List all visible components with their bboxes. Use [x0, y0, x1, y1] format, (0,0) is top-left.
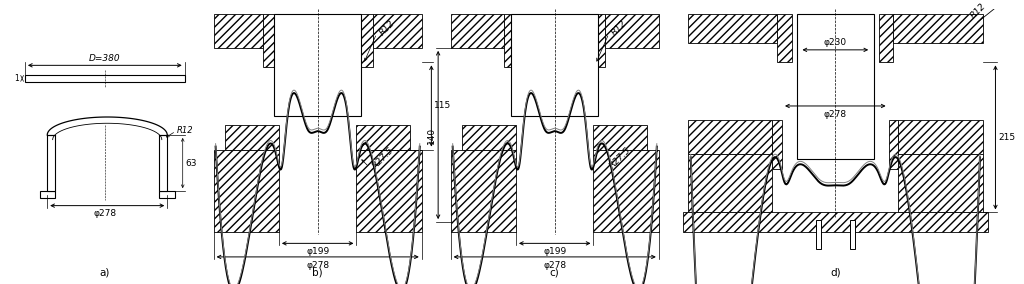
- Bar: [816, 220, 821, 249]
- Bar: [451, 14, 505, 48]
- Text: 215: 215: [998, 133, 1016, 142]
- Text: a): a): [99, 268, 110, 277]
- Text: c): c): [550, 268, 559, 277]
- Bar: [462, 125, 516, 149]
- Bar: [356, 149, 422, 232]
- Bar: [850, 220, 855, 249]
- Text: R12: R12: [969, 2, 987, 21]
- Text: 140: 140: [427, 126, 436, 143]
- Bar: [797, 14, 874, 159]
- Bar: [511, 14, 598, 116]
- Bar: [893, 14, 983, 43]
- Bar: [772, 120, 782, 169]
- Text: φ230: φ230: [823, 38, 847, 47]
- Text: R27.5: R27.5: [371, 146, 396, 171]
- Text: φ278: φ278: [823, 110, 847, 119]
- Bar: [214, 149, 279, 232]
- Bar: [594, 125, 647, 149]
- Text: d): d): [830, 268, 841, 277]
- Bar: [688, 14, 777, 43]
- Text: 63: 63: [185, 158, 197, 168]
- Bar: [47, 135, 55, 191]
- Bar: [262, 14, 274, 67]
- Bar: [25, 75, 184, 82]
- Bar: [373, 14, 422, 48]
- Text: R12: R12: [177, 126, 194, 135]
- Bar: [594, 14, 605, 67]
- Text: R27.5: R27.5: [608, 146, 633, 171]
- Bar: [160, 135, 167, 191]
- Bar: [40, 191, 55, 198]
- Bar: [214, 14, 262, 48]
- Bar: [160, 191, 175, 198]
- Text: R12: R12: [378, 18, 396, 37]
- Text: φ278: φ278: [93, 210, 117, 218]
- Bar: [898, 120, 983, 154]
- Text: φ199: φ199: [543, 247, 566, 256]
- Bar: [451, 149, 516, 232]
- Bar: [356, 125, 410, 149]
- Text: D=380: D=380: [89, 55, 121, 63]
- Text: 115: 115: [434, 101, 452, 110]
- Bar: [688, 154, 772, 212]
- Text: R12: R12: [610, 18, 629, 37]
- Bar: [777, 14, 792, 62]
- Bar: [683, 212, 988, 232]
- Text: 1: 1: [14, 74, 19, 83]
- Bar: [274, 14, 361, 116]
- Text: φ278: φ278: [543, 261, 566, 270]
- Bar: [879, 14, 893, 62]
- Bar: [361, 14, 373, 67]
- Bar: [898, 154, 983, 212]
- Bar: [505, 14, 516, 67]
- Text: b): b): [312, 268, 323, 277]
- Bar: [594, 149, 658, 232]
- Bar: [889, 120, 898, 169]
- Bar: [225, 125, 279, 149]
- Bar: [605, 14, 658, 48]
- Bar: [688, 120, 772, 154]
- Text: φ278: φ278: [306, 261, 330, 270]
- Text: φ199: φ199: [306, 247, 330, 256]
